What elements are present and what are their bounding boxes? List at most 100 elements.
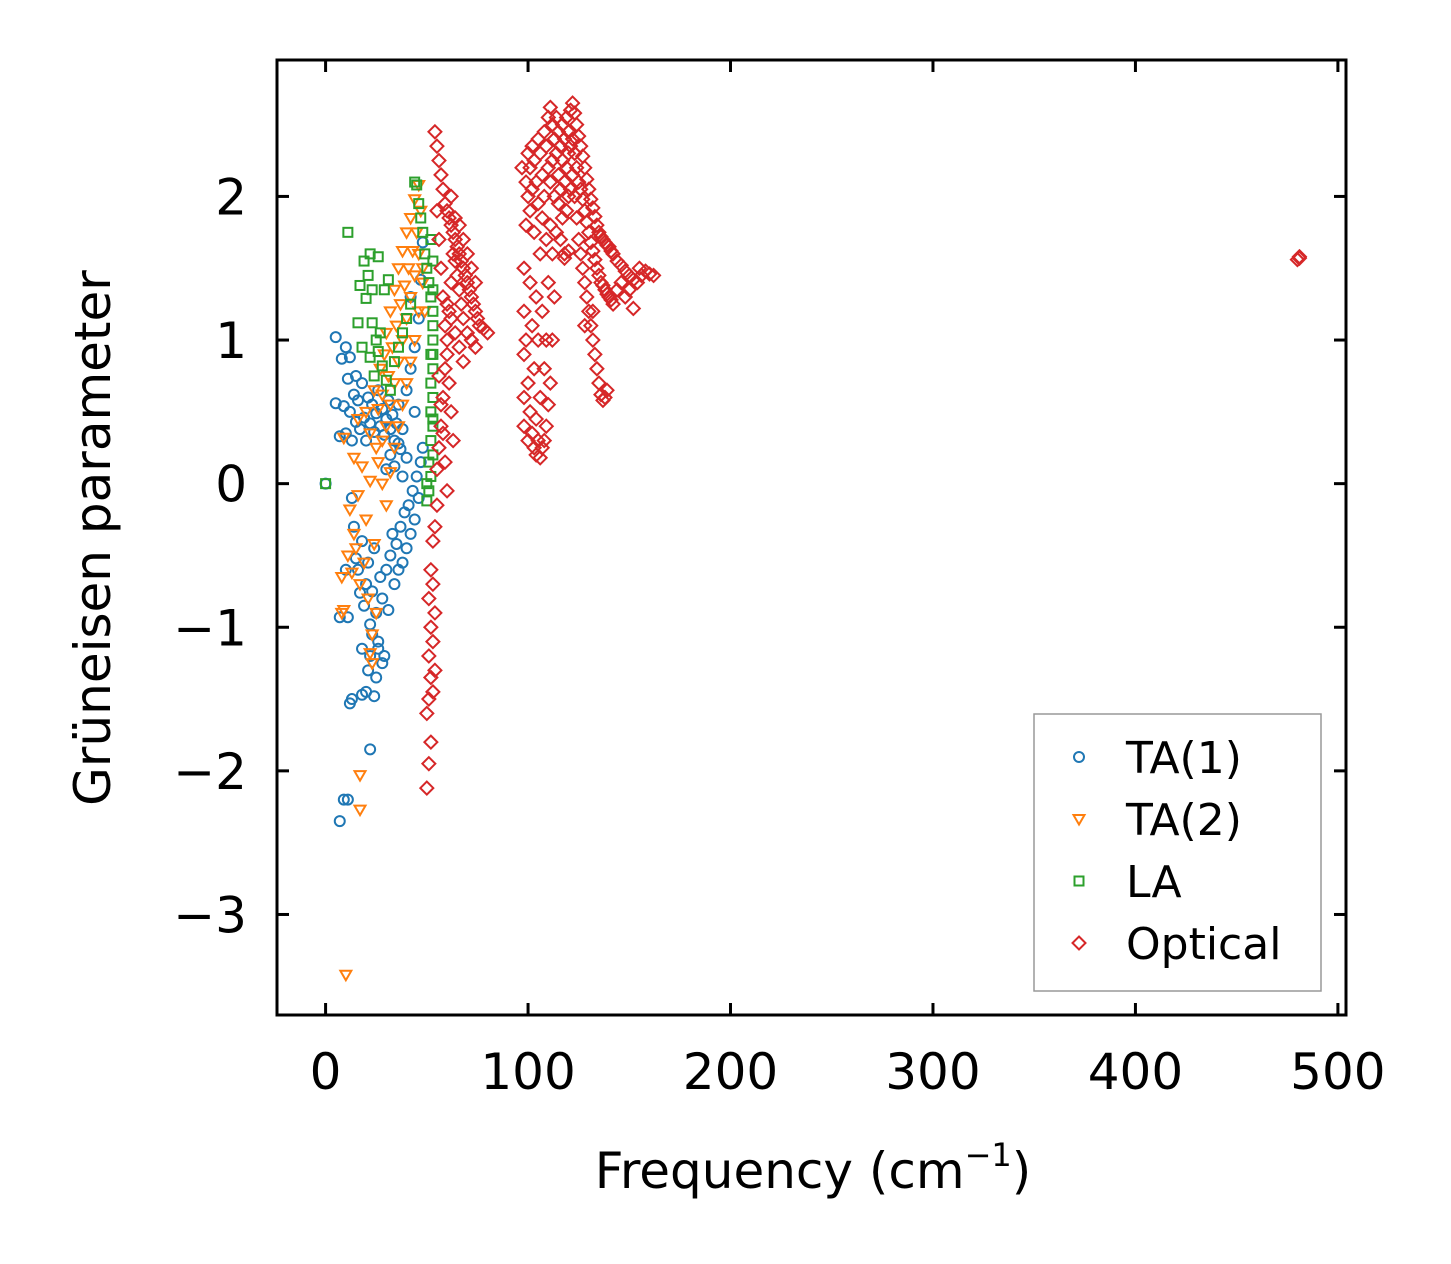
data-point-ta-1 [400, 384, 413, 397]
data-point-optical [560, 123, 577, 140]
data-point-optical [524, 317, 541, 334]
data-point-ta-2 [375, 478, 390, 492]
data-point-optical [542, 99, 559, 116]
data-point-la [366, 284, 378, 296]
data-point-ta-2 [383, 306, 398, 319]
data-point-optical [532, 449, 549, 466]
data-point-ta-1 [356, 377, 369, 390]
data-point-optical [584, 303, 601, 320]
data-point-ta-2 [336, 432, 352, 446]
data-point-ta-2 [334, 571, 350, 585]
data-point-ta-2 [346, 528, 362, 542]
data-point-ta-2 [362, 428, 378, 441]
data-point-optical [540, 274, 557, 291]
data-point-ta-1 [364, 649, 377, 662]
data-point-optical [467, 303, 484, 320]
y-tick-label: −1 [173, 599, 247, 657]
data-point-ta-1 [351, 563, 364, 576]
data-point-optical [542, 375, 559, 392]
data-point-optical [550, 195, 567, 212]
data-point-la [421, 478, 433, 490]
data-point-optical [538, 332, 555, 348]
data-point-optical [588, 260, 605, 277]
data-point-ta-1 [339, 341, 352, 354]
data-point-optical [556, 245, 573, 262]
data-point-ta-1 [374, 570, 387, 583]
data-point-optical [441, 303, 458, 320]
data-point-optical [441, 375, 458, 392]
data-point-optical [516, 346, 532, 363]
data-point-la [427, 255, 439, 267]
data-point-optical [1289, 251, 1306, 268]
data-point-ta-2 [362, 648, 378, 661]
data-point-optical [433, 418, 449, 435]
data-point-optical [433, 166, 449, 183]
data-point-optical [447, 253, 464, 269]
data-point-ta-2 [399, 378, 414, 391]
y-tick-label: 2 [215, 168, 247, 226]
data-point-optical [534, 303, 551, 320]
data-point-ta-2 [350, 414, 366, 427]
data-point-optical [605, 245, 622, 262]
data-point-la [423, 485, 435, 497]
x-tick-label: 100 [480, 1043, 575, 1101]
data-point-la [342, 226, 354, 238]
data-point-ta-1 [364, 743, 377, 756]
data-point-la [380, 374, 392, 386]
data-point-ta-2 [379, 327, 394, 341]
data-point-ta-1 [368, 690, 381, 703]
data-point-optical [441, 210, 458, 226]
data-point-ta-1 [358, 599, 371, 612]
data-point-ta-1 [376, 657, 389, 670]
data-point-optical [572, 245, 589, 262]
legend-label-la: LA [1126, 857, 1182, 908]
data-point-optical [518, 332, 534, 348]
data-point-optical [463, 260, 480, 277]
data-point-la [427, 305, 439, 317]
data-point-optical [536, 432, 553, 449]
data-point-optical [584, 200, 601, 216]
data-point-ta-2 [356, 557, 372, 571]
legend-label-ta-2: TA(2) [1125, 795, 1242, 846]
data-point-la [425, 406, 437, 418]
data-point-optical [424, 683, 441, 700]
data-point-ta-1 [408, 341, 421, 354]
data-point-optical [584, 243, 601, 259]
data-point-optical [429, 202, 445, 219]
data-point-ta-1 [378, 649, 391, 662]
legend-marker-ta-2 [1071, 814, 1087, 827]
data-point-ta-2 [370, 457, 386, 470]
data-point-ta-1 [343, 405, 356, 418]
x-tick-label: 300 [885, 1043, 980, 1101]
data-point-ta-1 [329, 331, 342, 344]
data-point-ta-2 [352, 579, 368, 592]
data-point-optical [469, 310, 486, 327]
data-point-optical [584, 332, 601, 348]
data-point-optical [443, 188, 460, 205]
data-point-ta-2 [395, 246, 410, 259]
data-point-la [376, 360, 388, 372]
data-point-optical [591, 224, 607, 241]
data-point-optical [420, 755, 437, 772]
data-point-ta-2 [342, 504, 358, 517]
data-point-ta-1 [414, 456, 427, 469]
data-point-ta-2 [395, 399, 410, 413]
data-point-la [421, 495, 433, 507]
data-point-optical [528, 289, 545, 305]
data-point-optical [645, 267, 662, 284]
data-point-optical [435, 389, 451, 406]
x-axis-label-superscript: −1 [965, 1136, 1012, 1174]
data-point-optical [463, 332, 480, 348]
data-point-ta-1 [362, 664, 375, 677]
data-point-optical [447, 324, 464, 341]
y-tick-label: 0 [215, 456, 247, 514]
data-point-ta-2 [385, 342, 400, 355]
data-point-ta-1 [404, 527, 417, 540]
data-point-ta-2 [358, 514, 374, 528]
data-point-ta-2 [368, 442, 384, 456]
data-point-optical [437, 454, 453, 471]
data-point-optical [576, 274, 593, 291]
data-point-optical [427, 604, 443, 621]
data-point-optical [588, 217, 605, 234]
